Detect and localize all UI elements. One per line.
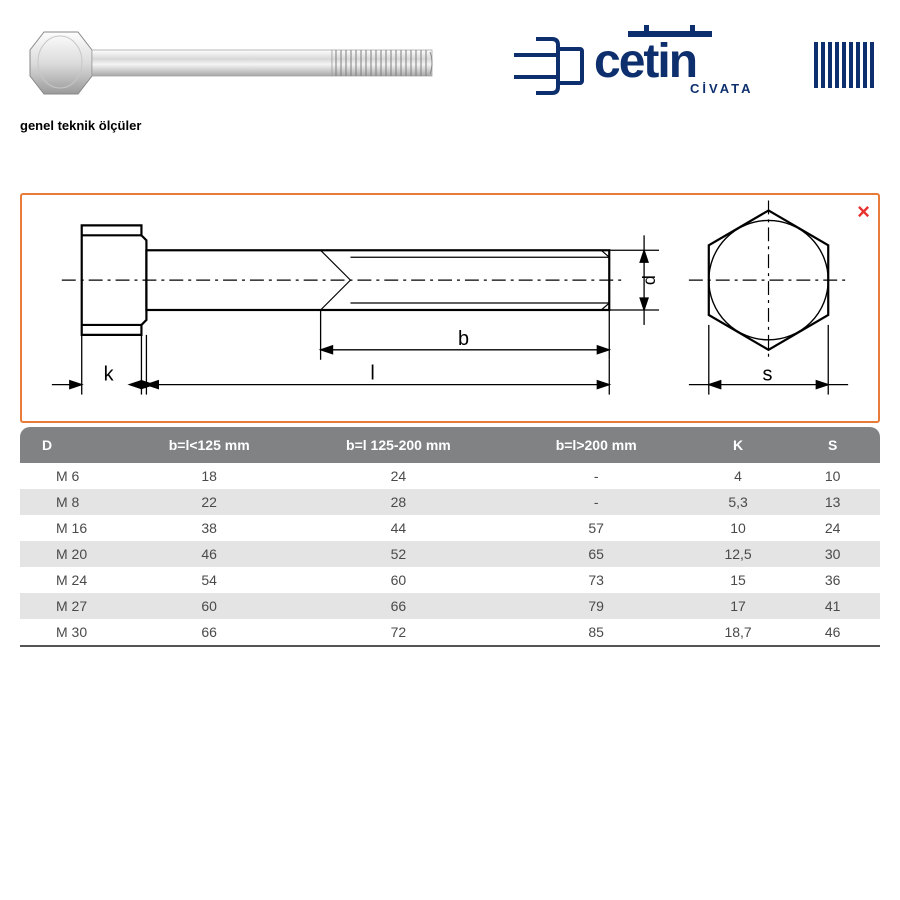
technical-diagram: × d (20, 193, 880, 423)
table-cell: 10 (691, 515, 786, 541)
close-icon[interactable]: × (857, 199, 870, 225)
svg-text:cetin: cetin (594, 35, 696, 88)
table-cell: 18,7 (691, 619, 786, 646)
table-cell: - (502, 489, 691, 515)
logo-text: cetin CİVATA (594, 25, 804, 105)
table-cell: 60 (295, 567, 501, 593)
table-cell: 85 (502, 619, 691, 646)
table-row: M 2046526512,530 (20, 541, 880, 567)
svg-text:d: d (639, 275, 659, 285)
table-cell: M 6 (20, 463, 123, 489)
table-cell: 46 (785, 619, 880, 646)
table-cell: 12,5 (691, 541, 786, 567)
table-cell: 17 (691, 593, 786, 619)
table-cell: M 8 (20, 489, 123, 515)
table-cell: 66 (123, 619, 295, 646)
table-cell: 24 (785, 515, 880, 541)
table-cell: 54 (123, 567, 295, 593)
table-cell: 79 (502, 593, 691, 619)
table-cell: 15 (691, 567, 786, 593)
table-cell: 73 (502, 567, 691, 593)
table-cell: 66 (295, 593, 501, 619)
table-cell: 41 (785, 593, 880, 619)
table-cell: 22 (123, 489, 295, 515)
table-row: M 3066728518,746 (20, 619, 880, 646)
table-cell: M 27 (20, 593, 123, 619)
table-cell: 38 (123, 515, 295, 541)
table-row: M 163844571024 (20, 515, 880, 541)
col-b3: b=l>200 mm (502, 427, 691, 463)
table-cell: 5,3 (691, 489, 786, 515)
svg-text:CİVATA: CİVATA (690, 81, 754, 96)
table-row: M 245460731536 (20, 567, 880, 593)
svg-text:l: l (370, 363, 374, 385)
table-row: M 61824-410 (20, 463, 880, 489)
table-cell: 28 (295, 489, 501, 515)
table-header-row: D b=l<125 mm b=l 125-200 mm b=l>200 mm K… (20, 427, 880, 463)
table-cell: M 16 (20, 515, 123, 541)
header-row: cetin CİVATA (20, 20, 880, 110)
dimensions-table: D b=l<125 mm b=l 125-200 mm b=l>200 mm K… (20, 427, 880, 647)
logo-bolt-icon (508, 25, 588, 105)
table-cell: 44 (295, 515, 501, 541)
svg-text:b: b (458, 328, 469, 350)
col-b2: b=l 125-200 mm (295, 427, 501, 463)
table-cell: 52 (295, 541, 501, 567)
table-cell: 24 (295, 463, 501, 489)
table-cell: 30 (785, 541, 880, 567)
table-cell: 72 (295, 619, 501, 646)
col-D: D (20, 427, 123, 463)
table-cell: 36 (785, 567, 880, 593)
svg-text:s: s (763, 364, 773, 386)
table-cell: M 30 (20, 619, 123, 646)
svg-text:k: k (104, 364, 114, 386)
col-S: S (785, 427, 880, 463)
table-cell: 10 (785, 463, 880, 489)
table-cell: - (502, 463, 691, 489)
table-cell: 60 (123, 593, 295, 619)
brand-logo: cetin CİVATA (508, 25, 880, 105)
table-cell: M 20 (20, 541, 123, 567)
table-cell: 13 (785, 489, 880, 515)
caption-text: genel teknik ölçüler (20, 118, 880, 133)
col-K: K (691, 427, 786, 463)
bolt-photo (20, 20, 440, 110)
logo-thread-icon (810, 30, 880, 100)
table-cell: 4 (691, 463, 786, 489)
table-row: M 276066791741 (20, 593, 880, 619)
table-cell: 57 (502, 515, 691, 541)
table-cell: M 24 (20, 567, 123, 593)
table-cell: 65 (502, 541, 691, 567)
table-cell: 46 (123, 541, 295, 567)
table-cell: 18 (123, 463, 295, 489)
col-b1: b=l<125 mm (123, 427, 295, 463)
table-row: M 82228-5,313 (20, 489, 880, 515)
